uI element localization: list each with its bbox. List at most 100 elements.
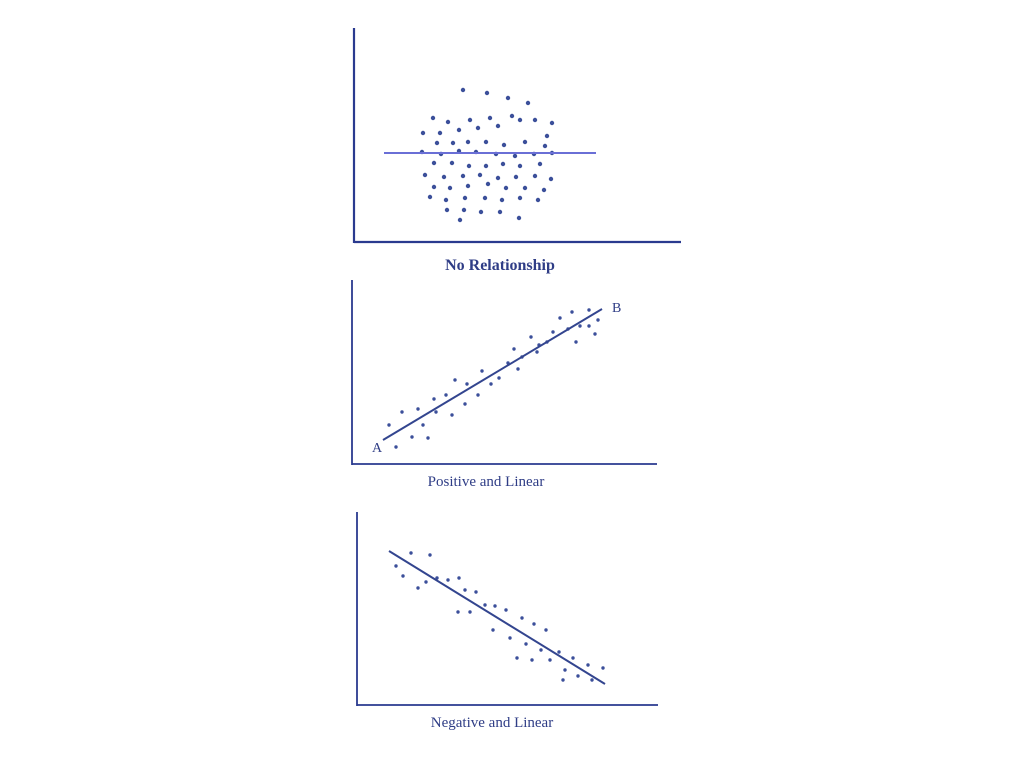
scatter-point xyxy=(504,608,508,612)
scatter-point xyxy=(457,217,463,223)
scatter-point xyxy=(500,161,506,167)
scatter-point xyxy=(512,153,518,159)
scatter-point xyxy=(478,209,484,215)
scatter-point xyxy=(441,174,447,180)
scatter-point xyxy=(424,580,428,584)
scatter-point xyxy=(430,115,436,121)
scatter-point xyxy=(529,335,533,339)
scatter-point xyxy=(517,195,523,201)
scatter-point xyxy=(467,117,473,123)
scatter-point xyxy=(570,310,574,314)
scatter-point xyxy=(445,119,451,125)
scatter-point xyxy=(477,172,483,178)
scatter-point xyxy=(532,173,538,179)
scatter-point xyxy=(416,586,420,590)
scatter-point xyxy=(431,184,437,190)
chart-no-relationship: No Relationship xyxy=(352,28,681,274)
chart-negative-linear: Negative and Linear xyxy=(356,512,658,731)
scatter-point xyxy=(539,648,543,652)
scatter-point xyxy=(400,410,404,414)
scatter-point xyxy=(484,90,490,96)
scatter-point xyxy=(416,407,420,411)
scatter-point xyxy=(501,142,507,148)
scatter-point xyxy=(483,163,489,169)
scatter-point xyxy=(461,207,467,213)
scatter-point xyxy=(443,197,449,203)
scatter-point xyxy=(548,176,554,182)
scatter-point xyxy=(432,397,436,401)
scatter-point xyxy=(535,197,541,203)
scatter-point xyxy=(558,316,562,320)
scatter-point xyxy=(571,656,575,660)
scatter-point xyxy=(421,423,425,427)
scatter-point xyxy=(542,143,548,149)
scatter-point xyxy=(544,628,548,632)
scatter-point xyxy=(434,140,440,146)
scatter-point xyxy=(551,330,555,334)
scatter-point xyxy=(483,139,489,145)
scatter-point xyxy=(449,160,455,166)
scatter-point xyxy=(535,350,539,354)
scatter-point xyxy=(401,574,405,578)
scatter-point xyxy=(446,578,450,582)
scatter-point xyxy=(453,378,457,382)
scatter-point xyxy=(549,120,555,126)
scatter-point xyxy=(426,436,430,440)
scatter-point xyxy=(516,215,522,221)
scatter-point xyxy=(460,173,466,179)
chart-positive-linear: A B Positive and Linear xyxy=(351,280,657,490)
chart-title: No Relationship xyxy=(445,257,555,274)
scatter-point xyxy=(563,668,567,672)
scatter-point xyxy=(435,576,439,580)
scatter-point xyxy=(495,123,501,129)
scatter-point xyxy=(522,139,528,145)
line-label-start: A xyxy=(372,441,383,456)
scatter-point xyxy=(517,163,523,169)
scatter-point xyxy=(537,161,543,167)
scatter-point xyxy=(457,576,461,580)
scatter-point xyxy=(596,318,600,322)
scatter-point xyxy=(409,551,413,555)
scatter-point xyxy=(466,163,472,169)
scatter-point xyxy=(450,140,456,146)
scatter-point xyxy=(465,382,469,386)
scatter-point xyxy=(601,666,605,670)
scatter-point xyxy=(505,95,511,101)
scatter-point xyxy=(574,340,578,344)
fit-line xyxy=(382,308,603,441)
scatter-point xyxy=(516,367,520,371)
scatter-point xyxy=(456,610,460,614)
scatter-point xyxy=(394,564,398,568)
scatter-point xyxy=(427,194,433,200)
scatter-point xyxy=(465,183,471,189)
scatter-point xyxy=(447,185,453,191)
scatter-point xyxy=(499,197,505,203)
scatter-point xyxy=(489,382,493,386)
scatter-point xyxy=(444,207,450,213)
scatter-point xyxy=(482,195,488,201)
scatter-point xyxy=(394,445,398,449)
scatter-point xyxy=(422,172,428,178)
scatter-point xyxy=(590,678,594,682)
scatter-point xyxy=(532,117,538,123)
scatter-point xyxy=(593,332,597,336)
fit-line xyxy=(388,550,606,685)
scatter-point xyxy=(465,139,471,145)
scatter-point xyxy=(468,610,472,614)
scatter-point xyxy=(530,658,534,662)
scatter-point xyxy=(450,413,454,417)
scatter-point xyxy=(497,376,501,380)
scatter-point xyxy=(587,324,591,328)
scatter-point xyxy=(480,369,484,373)
scatter-point xyxy=(517,117,523,123)
scatter-point xyxy=(508,636,512,640)
scatter-point xyxy=(515,656,519,660)
scatter-point xyxy=(557,650,561,654)
scatter-point xyxy=(463,588,467,592)
scatter-point xyxy=(532,622,536,626)
scatter-point xyxy=(561,678,565,682)
scatter-point xyxy=(503,185,509,191)
scatter-point xyxy=(462,195,468,201)
scatter-point xyxy=(434,410,438,414)
scatter-point xyxy=(428,553,432,557)
